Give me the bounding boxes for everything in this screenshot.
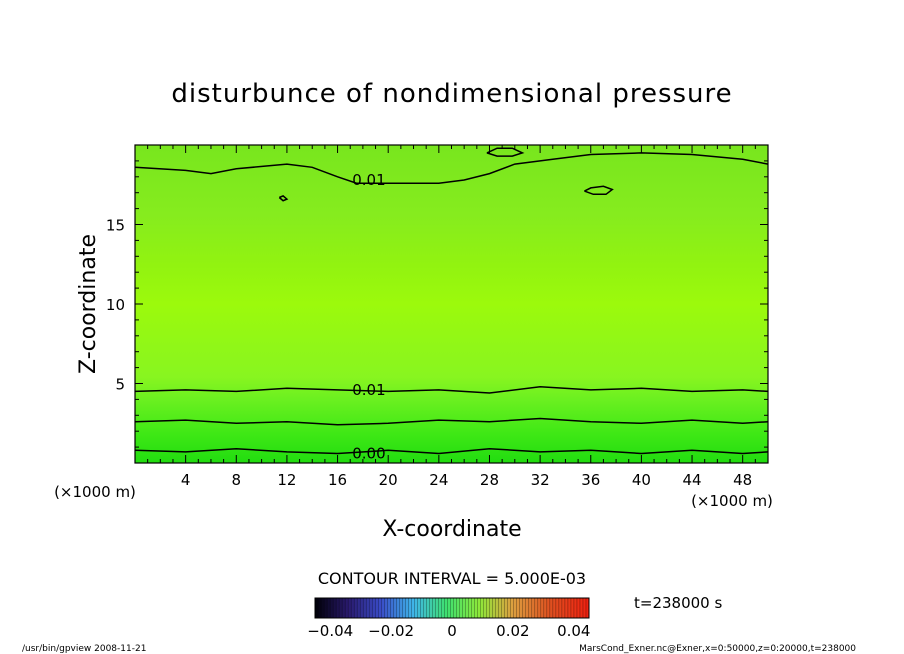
contour-line-1 <box>134 417 769 426</box>
contour-label: 0.01 <box>352 171 385 189</box>
y-tick-label: 5 <box>115 376 125 394</box>
x-tick-label: 4 <box>181 471 191 489</box>
x-tick-label: 12 <box>277 471 296 489</box>
x-tick-label: 32 <box>531 471 550 489</box>
x-tick-label: 20 <box>379 471 398 489</box>
colorbar-tick-label: −0.04 <box>307 622 353 640</box>
y-tick-label: 10 <box>106 296 125 314</box>
x-tick-label: 44 <box>682 471 701 489</box>
contour-interval-label: CONTOUR INTERVAL = 5.000E-03 <box>318 569 586 588</box>
x-tick-label: 24 <box>429 471 448 489</box>
time-label: t=238000 s <box>634 594 722 612</box>
x-unit-label: (×1000 m) <box>691 492 773 510</box>
x-axis-label: X-coordinate <box>382 517 521 542</box>
contour-label: 0.01 <box>352 381 385 399</box>
contour-line-4 <box>486 147 525 157</box>
y-axis-label: Z-coordinate <box>76 234 101 374</box>
pressure-field <box>135 145 768 463</box>
colorbar-tick-label: 0.02 <box>496 622 529 640</box>
contour-line-5 <box>584 185 614 196</box>
footer-right: MarsCond_Exner.nc@Exner,x=0:50000,z=0:20… <box>579 644 856 654</box>
x-tick-label: 48 <box>733 471 752 489</box>
contour-lines: 0.00 0.01 0.01 <box>134 147 769 462</box>
x-tick-label: 40 <box>632 471 651 489</box>
x-tick-label: 8 <box>232 471 242 489</box>
colorbar-tick-label: 0 <box>447 622 457 640</box>
contour-line-6 <box>278 195 289 202</box>
colorbar <box>314 597 590 619</box>
colorbar-tick-label: 0.04 <box>557 622 590 640</box>
contour-label: 0.00 <box>352 444 385 462</box>
x-tick-label: 28 <box>480 471 499 489</box>
x-axis: 4 8 12 16 20 24 28 32 36 40 44 48 <box>134 145 769 489</box>
chart-title: disturbunce of nondimensional pressure <box>171 79 732 109</box>
colorbar-tick-label: −0.02 <box>368 622 414 640</box>
x-tick-label: 16 <box>328 471 347 489</box>
x-tick-label: 36 <box>581 471 600 489</box>
footer-left: /usr/bin/gpview 2008-11-21 <box>22 644 146 654</box>
colorbar-ticks: −0.04 −0.02 0 0.02 0.04 <box>307 622 590 640</box>
contour-line-0 <box>134 447 769 455</box>
y-tick-label: 15 <box>106 217 125 235</box>
colorbar-stripes <box>317 598 587 618</box>
y-axis: 5 10 15 <box>106 144 768 464</box>
contour-line-2 <box>134 385 769 394</box>
y-unit-label: (×1000 m) <box>54 483 136 501</box>
